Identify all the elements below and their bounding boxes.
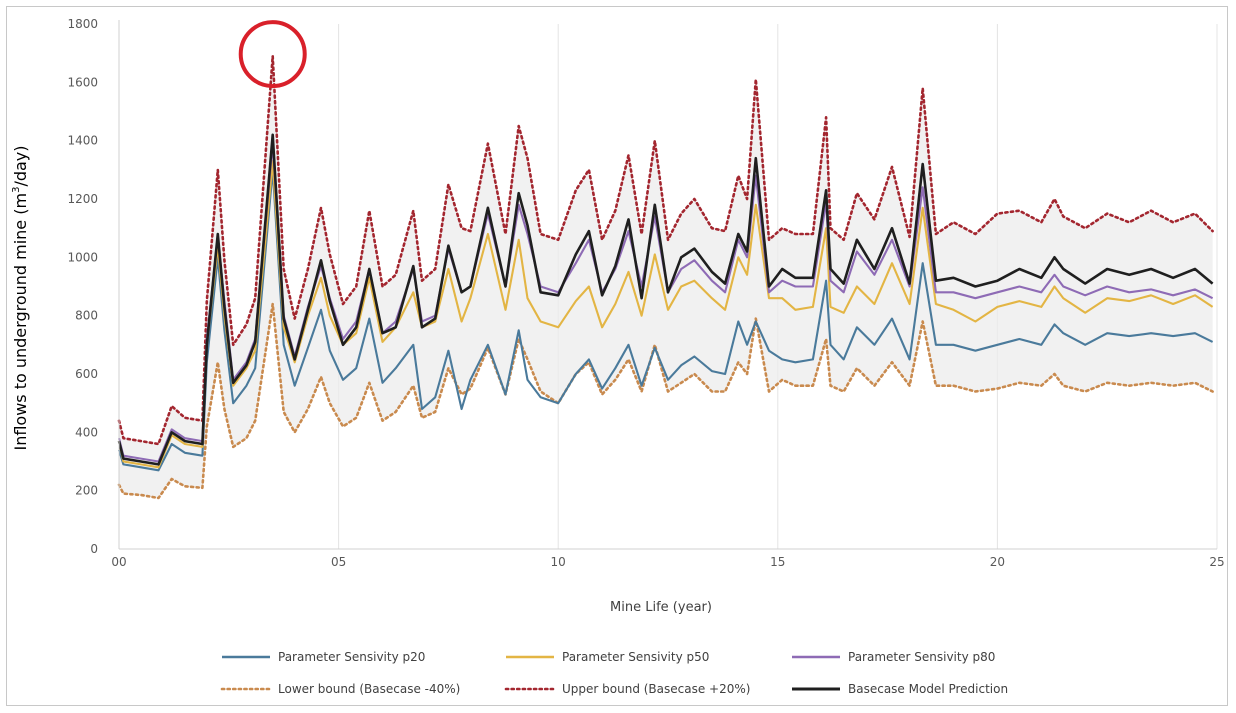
y-tick-label: 600 [75, 367, 98, 381]
y-tick-label: 200 [75, 484, 98, 498]
legend-label-3: Lower bound (Basecase -40%) [278, 682, 460, 696]
y-tick-label: 800 [75, 309, 98, 323]
legend-label-1: Parameter Sensivity p50 [562, 650, 709, 664]
x-tick-label: 10 [551, 555, 566, 569]
legend: Parameter Sensivity p20 Parameter Sensivi… [220, 650, 1008, 696]
x-tick-label: 20 [990, 555, 1005, 569]
y-tick-label: 0 [90, 542, 98, 556]
series-line-1 [117, 160, 1214, 469]
axes: 00 05 10 15 20 25 0 200 400 600 800 1000 1200 1400 160… [67, 17, 1224, 569]
legend-label-5: Basecase Model Prediction [848, 682, 1008, 696]
legend-label-2: Parameter Sensivity p80 [848, 650, 995, 664]
y-tick-label: 400 [75, 425, 98, 439]
y-tick-label: 1400 [67, 134, 98, 148]
x-axis-title: Mine Life (year) [610, 600, 712, 615]
y-axis-title: Inflows to underground mine (m3/day) [11, 145, 30, 450]
series-lines [117, 54, 1214, 500]
y-tick-label: 1000 [67, 250, 98, 264]
series-line-4 [117, 54, 1214, 446]
legend-label-4: Upper bound (Basecase +20%) [562, 682, 750, 696]
x-tick-label: 15 [770, 555, 785, 569]
legend-label-0: Parameter Sensivity p20 [278, 650, 425, 664]
y-tick-label: 1800 [67, 17, 98, 31]
series-line-5 [117, 133, 1214, 466]
x-tick-label: 00 [111, 555, 126, 569]
y-tick-label: 1600 [67, 75, 98, 89]
x-tick-label: 05 [331, 555, 346, 569]
y-tick-label: 1200 [67, 192, 98, 206]
x-tick-label: 25 [1209, 555, 1224, 569]
peak-highlight-circle [238, 20, 307, 89]
series-line-3 [117, 302, 1214, 500]
